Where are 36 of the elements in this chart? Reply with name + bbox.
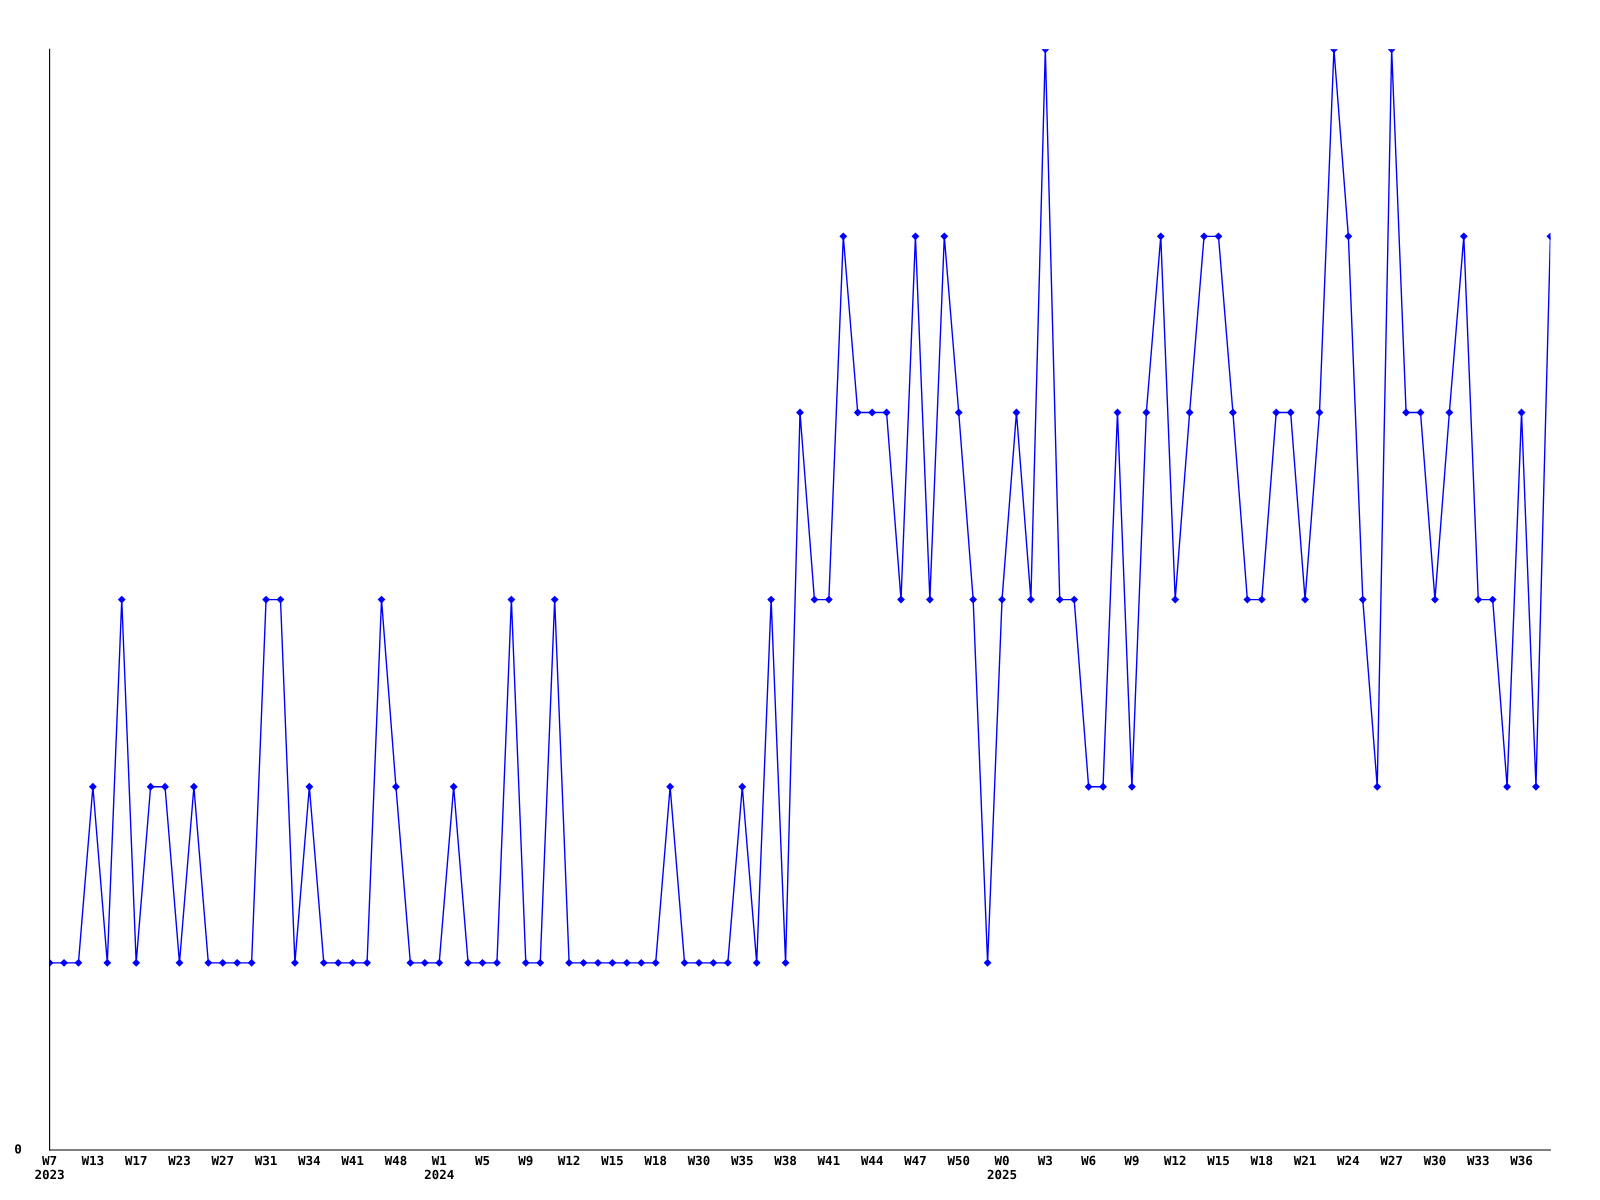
x-tick-label: W30 bbox=[687, 1155, 710, 1166]
x-tick-label: W18 bbox=[1250, 1155, 1273, 1166]
x-tick-label: W0 2025 bbox=[987, 1155, 1017, 1180]
x-tick-label: W9 bbox=[518, 1155, 533, 1166]
x-tick-label: W17 bbox=[124, 1155, 147, 1166]
x-tick-label: W12 bbox=[557, 1155, 580, 1166]
x-tick-label: W50 bbox=[947, 1155, 970, 1166]
x-tick-label: W15 bbox=[601, 1155, 623, 1166]
x-tick-label: W15 bbox=[1207, 1155, 1229, 1166]
x-tick-label: W35 bbox=[730, 1155, 753, 1166]
x-tick-label: W18 bbox=[644, 1155, 667, 1166]
x-tick-label: W41 bbox=[341, 1155, 364, 1166]
x-tick-label: W27 bbox=[211, 1155, 234, 1166]
x-tick-label: W41 bbox=[817, 1155, 840, 1166]
x-tick-label: W23 bbox=[168, 1155, 190, 1166]
x-tick-label: W3 bbox=[1037, 1155, 1053, 1166]
x-tick-label: W6 bbox=[1081, 1155, 1096, 1166]
x-tick-label: W24 bbox=[1337, 1155, 1360, 1166]
x-tick-label: W7 2023 bbox=[35, 1155, 64, 1180]
x-tick-label: W9 bbox=[1124, 1155, 1139, 1166]
x-tick-label: W12 bbox=[1163, 1155, 1186, 1166]
x-tick-label: W31 bbox=[254, 1155, 277, 1166]
x-tick-label: W13 bbox=[81, 1155, 104, 1166]
x-tick-label: W33 bbox=[1466, 1155, 1489, 1166]
x-tick-label: W27 bbox=[1380, 1155, 1403, 1166]
x-tick-label: W34 bbox=[298, 1155, 321, 1166]
x-tick-label: W44 bbox=[860, 1155, 883, 1166]
x-tick-label: W38 bbox=[774, 1155, 797, 1166]
x-tick-label: W1 2024 bbox=[424, 1155, 454, 1180]
text: 0 bbox=[15, 1144, 22, 1154]
x-tick-label: W48 bbox=[384, 1155, 407, 1166]
x-tick-label: W30 bbox=[1423, 1155, 1446, 1166]
x-tick-label: W47 bbox=[904, 1155, 926, 1166]
x-tick-label: W5 bbox=[475, 1155, 490, 1166]
x-tick-label: W36 bbox=[1510, 1155, 1533, 1166]
x-tick-label: W21 bbox=[1293, 1155, 1316, 1166]
